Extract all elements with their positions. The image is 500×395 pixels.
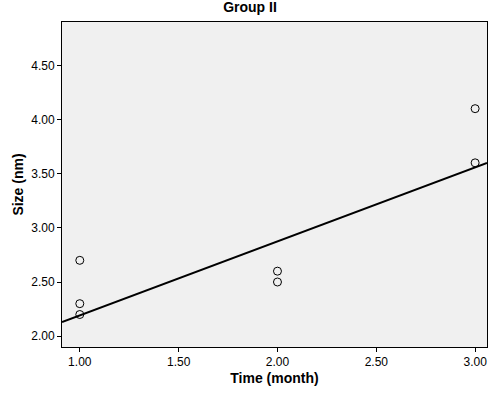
svg-text:2.50: 2.50 [31, 275, 55, 289]
svg-text:4.50: 4.50 [31, 59, 55, 73]
svg-text:2.00: 2.00 [266, 355, 290, 369]
svg-text:3.00: 3.00 [463, 355, 487, 369]
svg-text:4.00: 4.00 [31, 113, 55, 127]
svg-text:3.50: 3.50 [31, 167, 55, 181]
svg-text:3.00: 3.00 [31, 221, 55, 235]
svg-text:Size (nm): Size (nm) [10, 153, 26, 215]
svg-text:1.00: 1.00 [68, 355, 92, 369]
svg-text:2.50: 2.50 [365, 355, 389, 369]
svg-text:Time (month): Time (month) [230, 370, 318, 386]
svg-text:Group II: Group II [223, 0, 277, 15]
svg-text:2.00: 2.00 [31, 329, 55, 343]
svg-text:1.50: 1.50 [167, 355, 191, 369]
